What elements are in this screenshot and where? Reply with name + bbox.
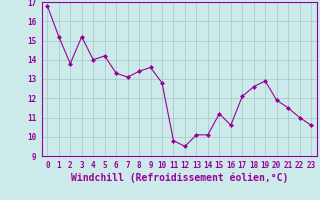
X-axis label: Windchill (Refroidissement éolien,°C): Windchill (Refroidissement éolien,°C) (70, 173, 288, 183)
